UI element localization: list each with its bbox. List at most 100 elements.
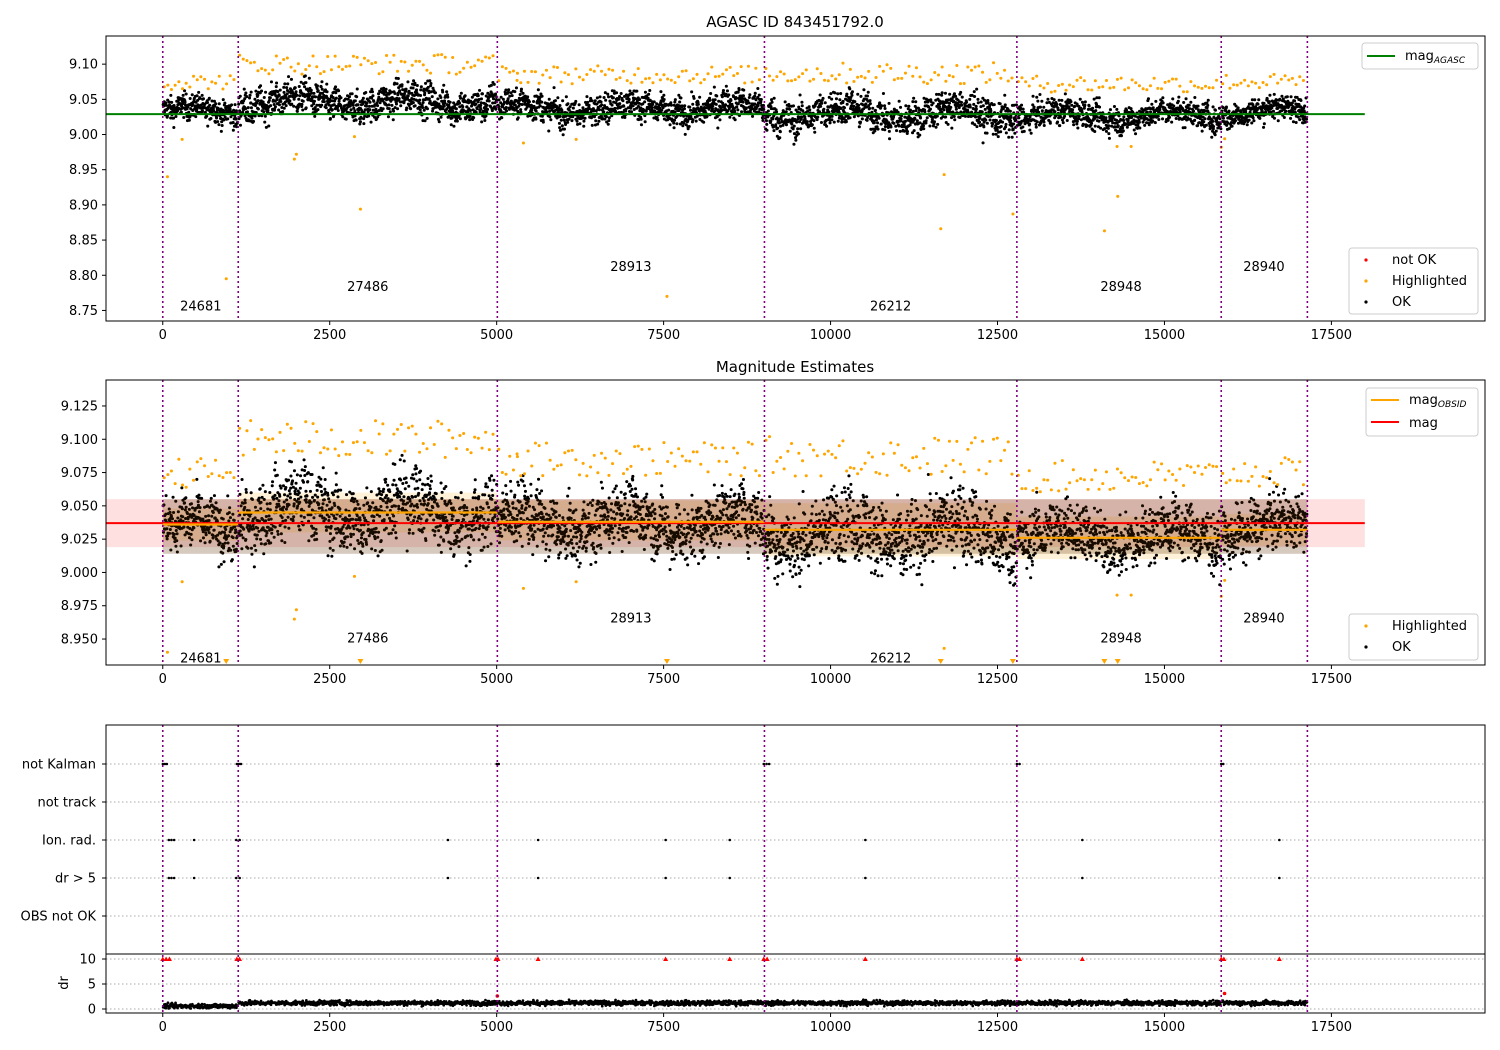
legend-label-highlighted: Highlighted [1392,274,1467,289]
panel-title-magnitude-estimates: Magnitude Estimates [716,358,874,376]
magnitude-y-tick-label: 9.050 [61,499,98,514]
flag-row-label: not Kalman [22,758,96,773]
below-range-marker [663,659,670,664]
legend-marker-highlighted [1364,279,1368,283]
dr-axis-label: dr [57,976,72,990]
magnitude-y-tick-label: 9.025 [61,533,98,548]
flags-x-tick-label: 15000 [1144,1020,1185,1035]
magnitude-lines [106,380,1365,665]
agasc-y-tick-label: 8.75 [69,304,98,319]
legend-marker-ok [1364,300,1368,304]
dr-clipped-marker [862,956,868,961]
dr-clipped-marker [160,956,166,961]
dr-clipped-marker [237,956,243,961]
magnitude-y-tick-label: 9.100 [61,433,98,448]
obsid-label: 24681 [180,300,221,315]
legend-marker-not-ok [1364,258,1368,262]
legend-label-mag-agasc: magAGASC [1405,49,1466,66]
agasc-x-tick-label: 2500 [313,328,346,343]
magnitude-x-tick-label: 12500 [977,672,1018,687]
magnitude-obsid-labels: 24681 27486 28913 26212 28948 28940 [180,612,1284,667]
agasc-legend-lower: not OK Highlighted OK [1348,247,1479,315]
magnitude-y-tick-label: 8.975 [61,599,98,614]
magnitude-y-tick-label: 9.125 [61,399,98,414]
magnitude-x-tick-label: 7500 [647,672,680,687]
flags-x-tick-label: 7500 [647,1020,680,1035]
magnitude-dense-overlay [162,499,1308,554]
dr-tick-label: 0 [88,1003,96,1018]
legend-label-ok-2: OK [1392,640,1411,655]
obsid-label: 28940 [1243,260,1284,275]
agasc-magnitude-panel: AGASC ID 843451792.0 0 2500 5000 7500 10000 1… [69,13,1486,343]
dr-clipped-marker [163,956,169,961]
magnitude-estimates-panel: Magnitude Estimates 0 2500 5000 7500 10000 12… [61,358,1486,687]
agasc-y-tick-label: 9.10 [69,58,98,73]
obsid-label: 26212 [870,652,911,667]
dr-clipped-marker [1079,956,1085,961]
flag-row-label: dr > 5 [55,872,96,887]
agasc-y-tick-label: 8.95 [69,163,98,178]
dr-clipped-marker [1017,956,1023,961]
obsid-label: 28913 [610,612,651,627]
below-range-marker [1009,659,1016,664]
agasc-x-tick-label: 7500 [647,328,680,343]
magnitude-highlighted-points [162,419,1305,654]
magnitude-x-tick-label: 15000 [1144,672,1185,687]
flag-row-label: not track [37,796,96,811]
magnitude-y-tick-label: 9.000 [61,566,98,581]
flags-x-tick-label: 17500 [1311,1020,1352,1035]
obsid-label: 28948 [1100,632,1141,647]
agasc-x-tick-label: 15000 [1144,328,1185,343]
obsid-label: 26212 [870,300,911,315]
magnitude-legend-lower: Highlighted OK [1348,613,1479,661]
dr-tick-label: 5 [88,978,96,993]
obsid-label: 28913 [610,260,651,275]
magnitude-y-tick-label: 8.950 [61,633,98,648]
magnitude-y-tick-label: 9.075 [61,466,98,481]
dr-clipped-marker [764,956,770,961]
agasc-obsid-labels: 24681 27486 28913 26212 28948 28940 [180,260,1284,314]
below-range-marker [1101,659,1108,664]
flags-x-tick-label: 12500 [977,1020,1018,1035]
agasc-x-tick-label: 10000 [810,328,851,343]
agasc-axes-frame [105,35,1486,322]
agasc-y-tick-label: 8.90 [69,198,98,213]
legend-marker-ok-2 [1364,645,1368,649]
flag-row-label: OBS not OK [21,910,97,925]
flags-plot-area [106,725,1485,1013]
agasc-y-tick-label: 9.05 [69,93,98,108]
magnitude-x-tick-label: 5000 [480,672,513,687]
flags-x-tick-label: 10000 [810,1020,851,1035]
agasc-y-tick-label: 9.00 [69,128,98,143]
below-range-marker [223,659,230,664]
dr-clipped-marker [761,956,767,961]
flags-x-tick-label: 5000 [480,1020,513,1035]
obsid-label: 27486 [347,632,388,647]
flags-axes: not Kalman not track Ion. rad. dr > 5 OBS no… [21,758,1353,1036]
flags-x-tick-label: 0 [159,1020,167,1035]
dr-spike-point [1222,991,1227,996]
dr-clipped-marker [166,956,172,961]
legend-label-not-ok: not OK [1392,253,1437,268]
agasc-ok-points [161,74,1309,146]
panel-title-agasc: AGASC ID 843451792.0 [706,13,884,31]
magnitude-x-tick-label: 17500 [1311,672,1352,687]
agasc-x-tick-label: 17500 [1311,328,1352,343]
dr-clipped-marker [727,956,733,961]
legend-label-highlighted-2: Highlighted [1392,619,1467,634]
agasc-legend-upper: magAGASC [1361,42,1479,70]
magnitude-x-tick-label: 0 [159,672,167,687]
below-range-marker [1114,659,1121,664]
agasc-x-tick-label: 12500 [977,328,1018,343]
magnitude-axes: 0 2500 5000 7500 10000 12500 15000 17500 8.950 8.… [61,399,1352,687]
agasc-plot-area [106,36,1365,321]
below-range-marker [357,659,364,664]
flag-row-label: Ion. rad. [42,834,96,849]
legend-label-ok: OK [1392,295,1411,310]
flags-axes-frame [105,724,1486,1014]
dr-points [161,998,1309,1010]
magnitude-x-tick-label: 2500 [313,672,346,687]
agasc-x-tick-label: 0 [159,328,167,343]
magnitude-legend-upper: magOBSID mag [1365,387,1479,437]
